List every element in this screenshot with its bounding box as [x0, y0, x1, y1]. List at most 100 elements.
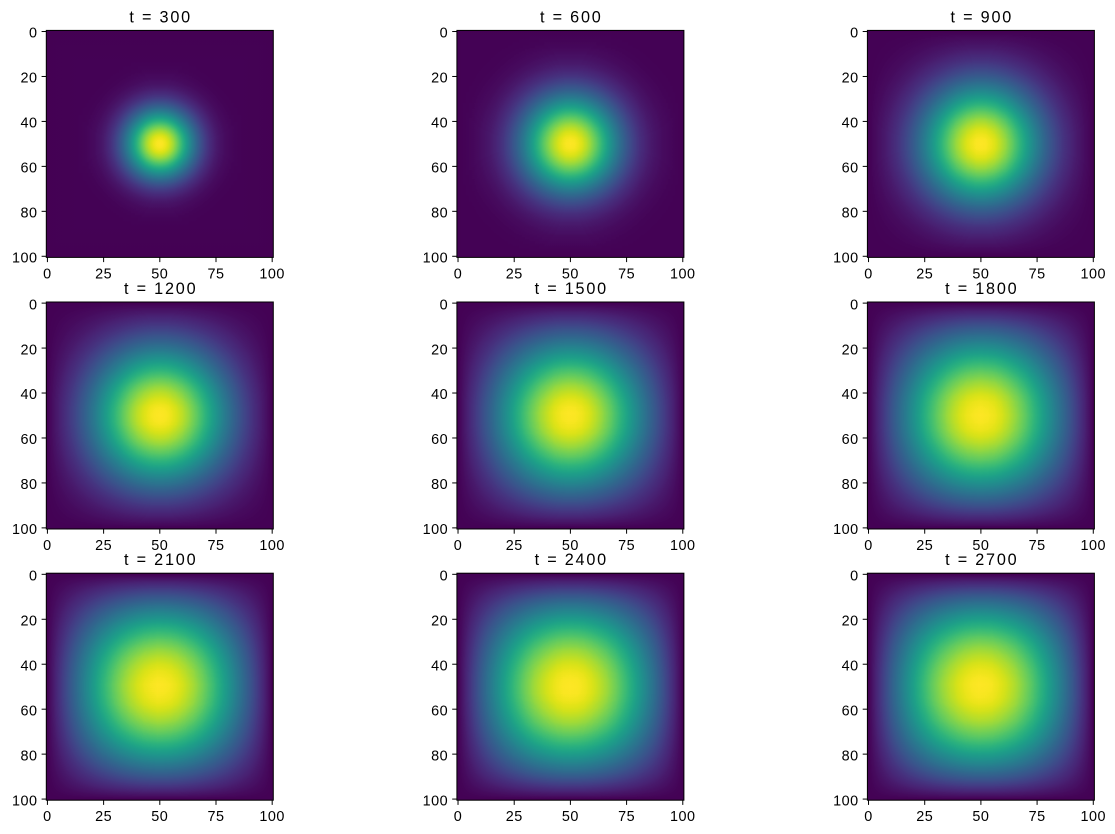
- svg-text:100: 100: [12, 793, 38, 809]
- svg-text:80: 80: [431, 748, 448, 764]
- svg-text:25: 25: [506, 266, 523, 282]
- svg-text:60: 60: [431, 432, 448, 448]
- svg-text:50: 50: [972, 809, 989, 825]
- svg-text:80: 80: [842, 477, 859, 493]
- svg-text:80: 80: [431, 477, 448, 493]
- svg-text:0: 0: [850, 569, 859, 585]
- svg-text:50: 50: [562, 266, 579, 282]
- svg-text:25: 25: [506, 538, 523, 554]
- svg-text:80: 80: [431, 206, 448, 222]
- svg-text:40: 40: [431, 116, 448, 132]
- svg-text:50: 50: [151, 809, 168, 825]
- svg-text:0: 0: [29, 26, 38, 42]
- svg-text:60: 60: [431, 161, 448, 177]
- svg-text:100: 100: [423, 522, 449, 538]
- svg-text:0: 0: [440, 297, 449, 313]
- svg-text:50: 50: [151, 538, 168, 554]
- svg-text:0: 0: [440, 569, 449, 585]
- svg-text:80: 80: [842, 206, 859, 222]
- svg-text:100: 100: [259, 538, 285, 554]
- svg-text:50: 50: [972, 266, 989, 282]
- svg-text:25: 25: [916, 266, 933, 282]
- svg-text:t = 1200: t = 1200: [124, 280, 197, 298]
- svg-text:100: 100: [833, 793, 859, 809]
- svg-text:75: 75: [1029, 809, 1046, 825]
- svg-text:20: 20: [20, 613, 37, 629]
- svg-text:t = 1500: t = 1500: [535, 280, 608, 298]
- svg-text:20: 20: [842, 342, 859, 358]
- svg-text:100: 100: [670, 538, 696, 554]
- svg-text:40: 40: [20, 387, 37, 403]
- svg-text:0: 0: [29, 569, 38, 585]
- svg-text:100: 100: [833, 522, 859, 538]
- svg-text:60: 60: [20, 432, 37, 448]
- svg-text:75: 75: [207, 809, 224, 825]
- svg-text:20: 20: [431, 342, 448, 358]
- svg-text:80: 80: [20, 477, 37, 493]
- svg-text:75: 75: [1029, 266, 1046, 282]
- svg-text:60: 60: [431, 703, 448, 719]
- svg-text:20: 20: [20, 342, 37, 358]
- svg-text:0: 0: [850, 297, 859, 313]
- svg-text:100: 100: [1081, 538, 1107, 554]
- svg-text:75: 75: [1029, 538, 1046, 554]
- svg-text:50: 50: [151, 266, 168, 282]
- svg-text:t = 900: t = 900: [951, 8, 1014, 26]
- svg-text:0: 0: [29, 297, 38, 313]
- svg-text:0: 0: [454, 538, 463, 554]
- svg-text:t = 2700: t = 2700: [945, 551, 1018, 569]
- svg-text:0: 0: [440, 26, 449, 42]
- svg-text:75: 75: [207, 538, 224, 554]
- svg-text:75: 75: [618, 809, 635, 825]
- svg-text:100: 100: [423, 250, 449, 266]
- svg-text:100: 100: [1081, 809, 1107, 825]
- svg-text:20: 20: [842, 613, 859, 629]
- svg-text:0: 0: [43, 809, 52, 825]
- svg-text:40: 40: [842, 658, 859, 674]
- svg-text:25: 25: [95, 809, 112, 825]
- svg-text:100: 100: [833, 250, 859, 266]
- svg-text:40: 40: [842, 116, 859, 132]
- svg-text:t = 2400: t = 2400: [535, 551, 608, 569]
- svg-text:80: 80: [842, 748, 859, 764]
- svg-text:25: 25: [95, 538, 112, 554]
- svg-text:80: 80: [20, 206, 37, 222]
- svg-text:75: 75: [618, 538, 635, 554]
- svg-text:100: 100: [670, 266, 696, 282]
- svg-text:100: 100: [12, 250, 38, 266]
- svg-text:60: 60: [20, 703, 37, 719]
- svg-text:20: 20: [20, 71, 37, 87]
- svg-text:25: 25: [506, 809, 523, 825]
- svg-text:50: 50: [562, 538, 579, 554]
- svg-text:40: 40: [20, 116, 37, 132]
- svg-text:50: 50: [562, 809, 579, 825]
- svg-text:60: 60: [842, 703, 859, 719]
- svg-text:t = 600: t = 600: [540, 8, 603, 26]
- svg-text:100: 100: [259, 809, 285, 825]
- svg-text:0: 0: [850, 26, 859, 42]
- svg-text:0: 0: [864, 809, 873, 825]
- svg-text:60: 60: [20, 161, 37, 177]
- svg-text:20: 20: [431, 613, 448, 629]
- svg-text:100: 100: [423, 793, 449, 809]
- svg-text:50: 50: [972, 538, 989, 554]
- svg-text:60: 60: [842, 161, 859, 177]
- svg-text:25: 25: [916, 538, 933, 554]
- svg-text:0: 0: [864, 538, 873, 554]
- svg-text:0: 0: [43, 266, 52, 282]
- svg-text:100: 100: [12, 522, 38, 538]
- svg-text:40: 40: [842, 387, 859, 403]
- svg-text:0: 0: [864, 266, 873, 282]
- svg-text:t = 300: t = 300: [129, 8, 192, 26]
- svg-text:80: 80: [20, 748, 37, 764]
- svg-text:20: 20: [431, 71, 448, 87]
- svg-text:t = 2100: t = 2100: [124, 551, 197, 569]
- svg-text:60: 60: [842, 432, 859, 448]
- svg-text:0: 0: [454, 266, 463, 282]
- svg-text:75: 75: [618, 266, 635, 282]
- svg-text:t = 1800: t = 1800: [945, 280, 1018, 298]
- svg-text:40: 40: [20, 658, 37, 674]
- svg-text:40: 40: [431, 387, 448, 403]
- svg-text:100: 100: [1081, 266, 1107, 282]
- svg-text:40: 40: [431, 658, 448, 674]
